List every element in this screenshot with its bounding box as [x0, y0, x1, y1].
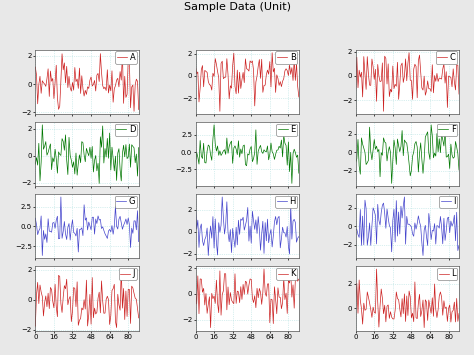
- Legend: L: L: [437, 268, 457, 280]
- Legend: E: E: [276, 124, 297, 136]
- Legend: H: H: [275, 196, 297, 208]
- Legend: A: A: [116, 51, 137, 64]
- Text: Sample Data (Unit): Sample Data (Unit): [183, 2, 291, 12]
- Legend: J: J: [118, 268, 137, 280]
- Legend: I: I: [439, 196, 457, 208]
- Legend: K: K: [276, 268, 297, 280]
- Legend: D: D: [115, 124, 137, 136]
- Legend: G: G: [115, 196, 137, 208]
- Legend: B: B: [275, 51, 297, 64]
- Legend: C: C: [436, 51, 457, 64]
- Legend: F: F: [437, 124, 457, 136]
